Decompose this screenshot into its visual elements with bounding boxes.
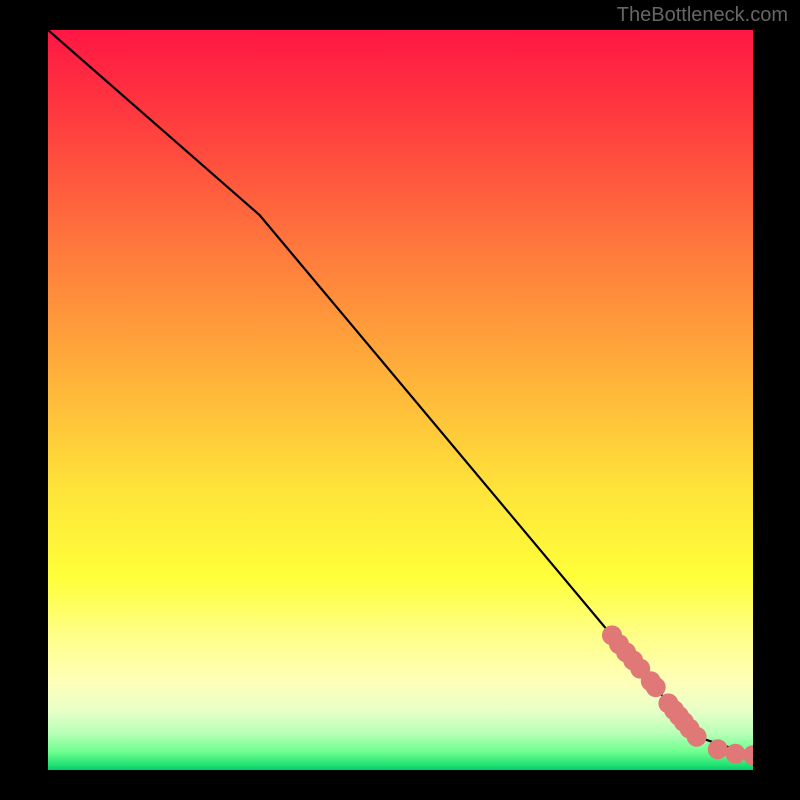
chart-marker bbox=[687, 727, 707, 747]
chart-marker bbox=[708, 739, 728, 759]
plot-area bbox=[48, 30, 753, 770]
chart-marker bbox=[725, 744, 745, 764]
chart-markers bbox=[602, 625, 753, 765]
chart-line bbox=[48, 30, 753, 755]
chart-marker bbox=[646, 677, 666, 697]
source-label: TheBottleneck.com bbox=[617, 4, 788, 27]
chart-overlay bbox=[48, 30, 753, 770]
chart-marker bbox=[743, 745, 753, 765]
